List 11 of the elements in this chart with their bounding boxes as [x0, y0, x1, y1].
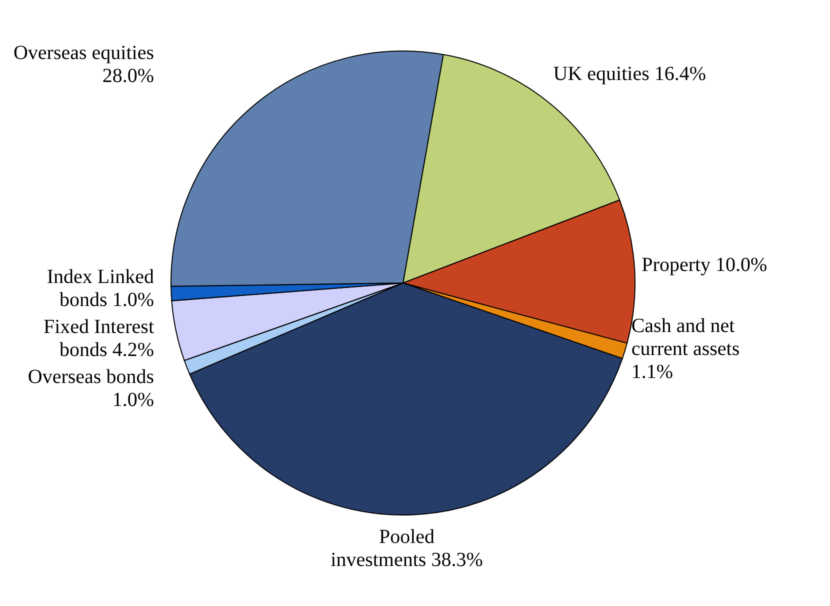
slice-label: Cash and net current assets	[631, 314, 740, 360]
slice-label: Index Linked bonds 1.0%	[46, 266, 154, 312]
data-label: 1.0%	[112, 389, 154, 412]
slice-label: Pooled investments 38.3%	[330, 526, 483, 571]
slice-label: UK equities 16.4%	[553, 62, 706, 85]
slice-label: Fixed Interest bonds 4.2%	[43, 316, 154, 362]
slice-label: Property 10.0%	[642, 254, 768, 276]
slice-label: Overseas equities	[13, 42, 154, 64]
slice-label: Overseas bonds	[28, 366, 154, 388]
data-label: 1.1%	[631, 360, 673, 383]
data-label: 28.0%	[102, 65, 154, 88]
